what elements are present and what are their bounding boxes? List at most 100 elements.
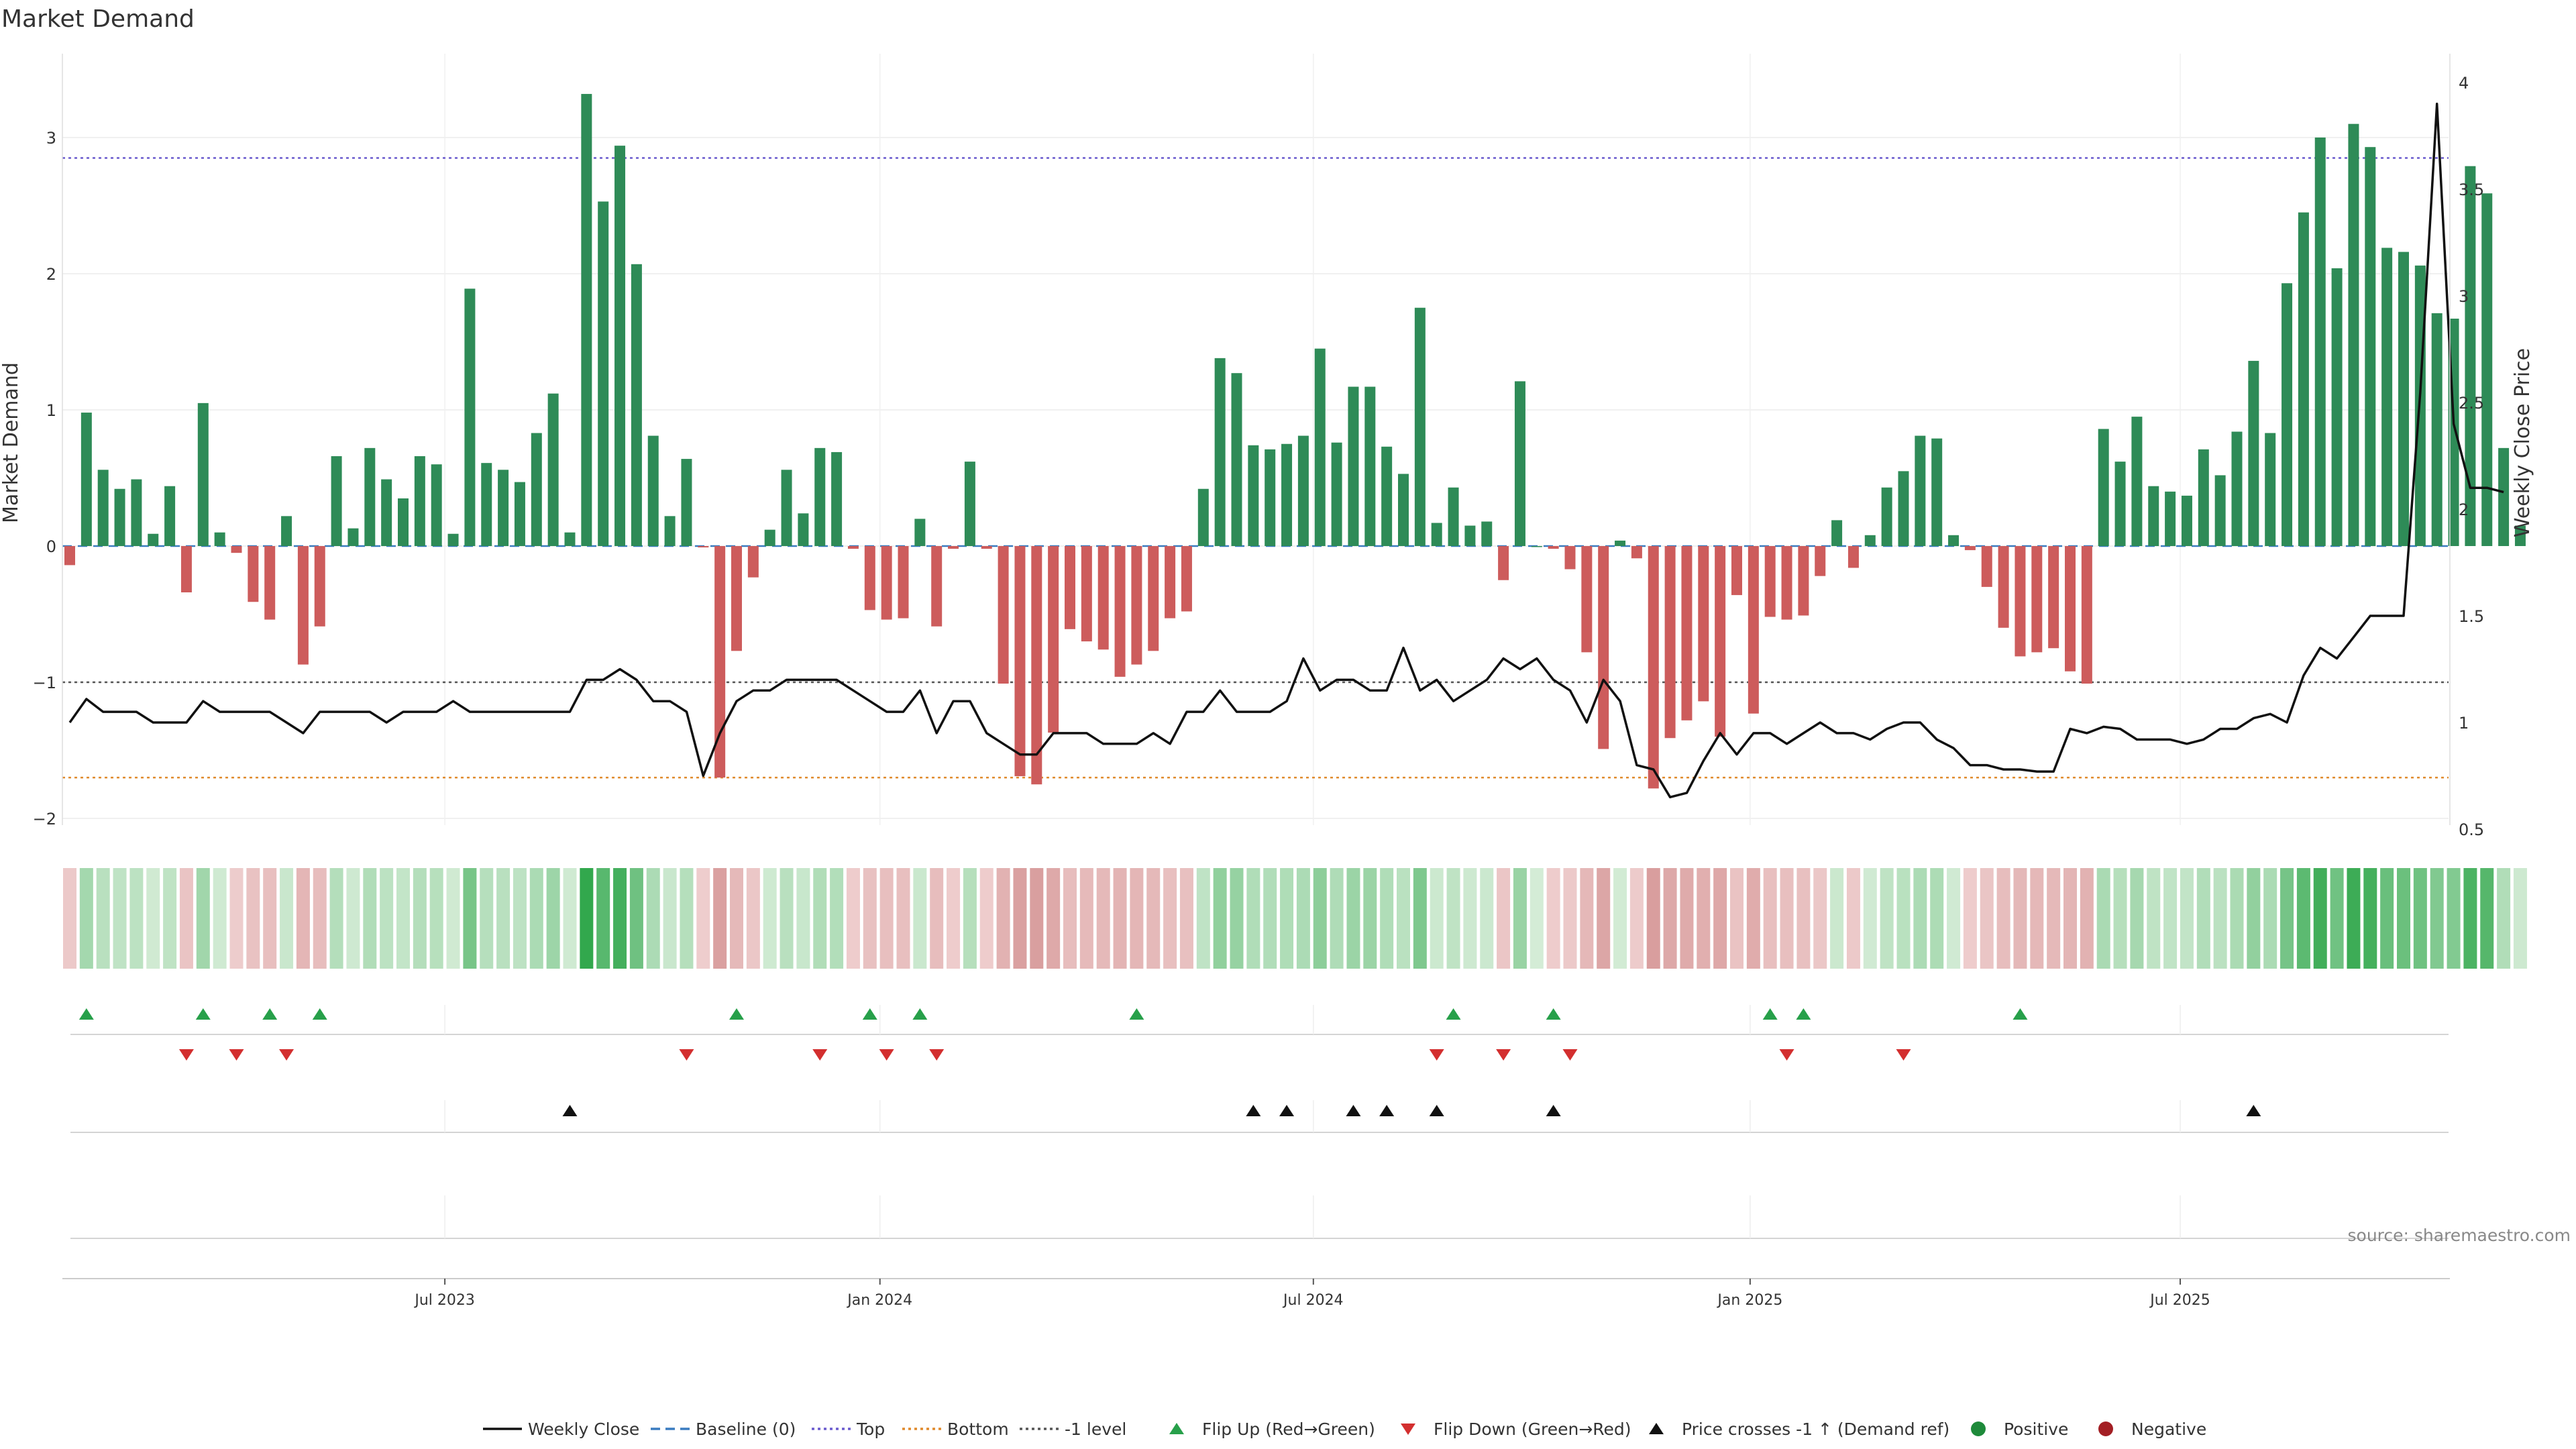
legend-label: Top <box>856 1419 885 1439</box>
strip-cell <box>2096 868 2110 969</box>
strip-cell <box>1863 868 1877 969</box>
strip-cell <box>2230 868 2244 969</box>
demand-bar <box>1398 474 1409 546</box>
demand-bar <box>2214 475 2226 546</box>
price-cross-marker <box>2246 1105 2261 1116</box>
demand-bar <box>1314 348 1326 546</box>
strip-cell <box>2213 868 2227 969</box>
strip-cell <box>79 868 93 969</box>
demand-bar <box>2198 449 2209 546</box>
strip-cell <box>1930 868 1944 969</box>
strip-cell <box>2347 868 2361 969</box>
demand-bar <box>80 413 92 546</box>
demand-bar <box>948 546 959 549</box>
price-cross-marker <box>1246 1105 1261 1116</box>
strip-cell <box>2196 868 2210 969</box>
flip-up-marker <box>2012 1008 2028 1020</box>
demand-bar <box>1048 546 1059 733</box>
demand-bar <box>1297 435 1309 546</box>
y2-tick-label: 2 <box>2459 500 2469 519</box>
price-cross-marker <box>1429 1105 1444 1116</box>
legend-swatch <box>1401 1424 1415 1435</box>
demand-bar <box>2098 429 2109 546</box>
strip-cell <box>513 868 527 969</box>
strip-cell <box>996 868 1010 969</box>
flip-down-marker <box>1496 1049 1511 1061</box>
demand-bar <box>381 479 392 546</box>
strip-cell <box>2497 868 2511 969</box>
demand-bar <box>2181 495 2192 546</box>
strip-cell <box>363 868 377 969</box>
demand-bar <box>1197 488 1209 546</box>
strip-cell <box>1913 868 1927 969</box>
demand-bar <box>714 546 726 778</box>
demand-bar <box>1815 546 1826 576</box>
strip-cell <box>646 868 660 969</box>
demand-bar <box>264 546 276 620</box>
demand-bar <box>1998 546 2009 628</box>
strip-cell <box>1246 868 1260 969</box>
strip-cell <box>2030 868 2044 969</box>
legend-label: -1 level <box>1065 1419 1126 1439</box>
strip-cell <box>1046 868 1061 969</box>
grid-lines <box>62 54 2449 825</box>
demand-bar <box>864 546 875 610</box>
y-axis-label: Market Demand <box>0 362 23 523</box>
demand-bar <box>2398 252 2409 546</box>
demand-bar <box>764 529 775 546</box>
demand-bar <box>114 488 125 546</box>
demand-bar <box>698 546 709 548</box>
demand-bar <box>1781 546 1792 620</box>
demand-bar <box>1065 546 1075 629</box>
strip-cell <box>1497 868 1511 969</box>
demand-bars <box>64 94 2526 789</box>
strip-cell <box>1780 868 1794 969</box>
y-tick-label: −1 <box>33 674 56 692</box>
flip-down-marker <box>1429 1049 1444 1061</box>
y-tick-label: 3 <box>46 129 56 148</box>
demand-bar <box>914 519 926 546</box>
price-cross-marker <box>562 1105 578 1116</box>
strip-cell <box>746 868 760 969</box>
demand-bar <box>2015 546 2026 657</box>
price-cross-marker <box>1379 1105 1395 1116</box>
demand-bar <box>1948 535 1960 546</box>
strip-cell <box>380 868 394 969</box>
demand-bar <box>164 486 176 546</box>
demand-bar <box>214 532 225 546</box>
y2-tick-label: 1.5 <box>2459 607 2484 626</box>
strip-cell <box>1646 868 1660 969</box>
demand-bar <box>1348 386 1359 546</box>
strip-cell <box>2147 868 2161 969</box>
strip-cell <box>396 868 410 969</box>
legend-label: Baseline (0) <box>696 1419 796 1439</box>
demand-bar <box>581 94 592 547</box>
demand-bar <box>2114 462 2126 546</box>
strip-cell <box>2280 868 2294 969</box>
flip-up-marker <box>78 1008 94 1020</box>
demand-bar <box>1498 546 1509 580</box>
strip-cell <box>1397 868 1410 969</box>
strip-cell <box>1179 868 1193 969</box>
y2-tick-label: 2.5 <box>2459 394 2484 413</box>
y-tick-label: −2 <box>33 810 56 828</box>
strip-cell <box>1163 868 1177 969</box>
strip-cell <box>1213 868 1227 969</box>
demand-bar <box>1648 546 1659 789</box>
demand-bar <box>1915 435 1926 546</box>
x-tick-label: Jul 2024 <box>1282 1292 1344 1309</box>
demand-bar <box>2065 546 2076 672</box>
strip-cell <box>713 868 727 969</box>
demand-bar <box>998 546 1009 684</box>
strip-cell <box>263 868 277 969</box>
strip-cell <box>1130 868 1144 969</box>
demand-bar <box>681 459 692 546</box>
demand-bar <box>2148 486 2159 546</box>
demand-bar <box>398 498 409 546</box>
strip-cell <box>1030 868 1044 969</box>
strip-cell <box>63 868 76 969</box>
demand-bar <box>2514 525 2526 546</box>
demand-bar <box>364 447 376 546</box>
demand-bar <box>964 462 975 546</box>
strip-cell <box>2330 868 2344 969</box>
